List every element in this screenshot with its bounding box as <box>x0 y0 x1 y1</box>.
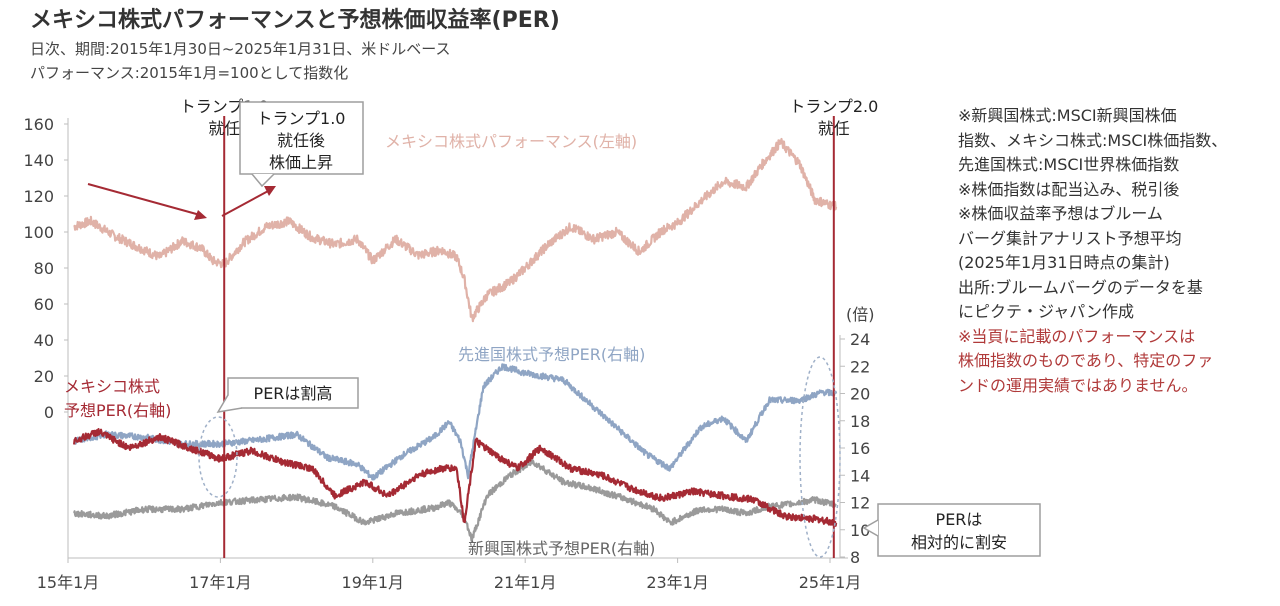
left-y-tick-label: 140 <box>23 151 54 170</box>
chart-subtitle-index: パフォーマンス:2015年1月=100として指数化 <box>30 64 349 82</box>
right-y-tick-label: 12 <box>850 494 870 513</box>
x-tick-label: 19年1月 <box>342 573 405 592</box>
disclaimer-line: ※当頁に記載のパフォーマンスは <box>958 326 1196 346</box>
developed-per-line <box>73 363 838 481</box>
note-line: バーグ集計アナリスト予想平均 <box>958 228 1182 248</box>
callout-cheap-pointer <box>862 519 879 537</box>
callout-expensive-text: PERは割高 <box>254 384 333 403</box>
chart-title: メキシコ株式パフォーマンスと予想株価収益率(PER) <box>30 8 560 33</box>
right-axis-unit: (倍) <box>846 305 875 324</box>
left-y-tick-label: 160 <box>23 115 54 134</box>
callout-rise-text: 株価上昇 <box>269 153 333 172</box>
callout-rise-text: 就任後 <box>277 131 325 150</box>
callout-cheap-box <box>877 503 1041 557</box>
left-y-tick-label: 80 <box>34 259 54 278</box>
x-tick-label: 21年1月 <box>494 573 557 592</box>
note-line: にピクテ・ジャパン作成 <box>958 302 1135 321</box>
right-y-tick-label: 10 <box>850 521 870 540</box>
disclaimer-line: 株価指数のものであり、特定のファ <box>958 351 1214 370</box>
callout-cheap-text: 相対的に割安 <box>911 533 1007 552</box>
arrow-decline-head <box>194 210 207 220</box>
highlight-ellipse-2025 <box>799 356 841 558</box>
note-line: 先進国株式:MSCI世界株価指数 <box>958 155 1180 174</box>
callout-rise-box <box>239 101 364 175</box>
callout-cheap-text: PERは <box>936 510 983 529</box>
label-mexico-per: 予想PER(右軸) <box>64 401 171 420</box>
label-developed-per: 先進国株式予想PER(右軸) <box>458 345 645 364</box>
note-line: ※新興国株式:MSCI新興国株価 <box>958 106 1177 125</box>
trump2-inauguration-label: 就任 <box>818 119 850 138</box>
note-line: 出所:ブルームバーグのデータを基 <box>958 277 1203 297</box>
left-y-tick-label: 120 <box>23 187 54 206</box>
arrow-decline <box>87 183 201 216</box>
label-emerging-per: 新興国株式予想PER(右軸) <box>468 539 655 558</box>
left-y-tick-label: 60 <box>34 295 54 314</box>
x-tick-label: 23年1月 <box>646 573 709 592</box>
left-y-tick-label: 100 <box>23 223 54 242</box>
x-tick-label: 17年1月 <box>189 573 252 592</box>
left-y-tick-label: 40 <box>34 331 54 350</box>
note-line: (2025年1月31日時点の集計) <box>958 253 1170 272</box>
right-y-tick-label: 18 <box>850 412 870 431</box>
trump1-inauguration-label: 就任 <box>208 119 240 138</box>
callout-rise-pointer <box>251 173 275 188</box>
right-y-tick-label: 8 <box>850 548 860 567</box>
x-tick-label: 25年1月 <box>799 573 862 592</box>
callout-expensive-box <box>227 377 359 409</box>
right-y-tick-label: 20 <box>850 385 870 404</box>
right-y-tick-label: 16 <box>850 439 870 458</box>
disclaimer-line: ンドの運用実績ではありません。 <box>958 375 1198 395</box>
chart-subtitle-period: 日次、期間:2015年1月30日~2025年1月31日、米ドルベース <box>30 40 451 58</box>
left-y-tick-label: 20 <box>34 367 54 386</box>
emerging-per-line <box>73 459 837 543</box>
mexico-performance-line <box>73 137 838 323</box>
label-mexico-performance: メキシコ株式パフォーマンス(左軸) <box>385 132 637 151</box>
highlight-ellipse-2017 <box>198 416 238 498</box>
callout-expensive-pointer <box>216 394 243 414</box>
right-y-tick-label: 24 <box>850 330 870 349</box>
note-line: ※株価収益率予想はブルーム <box>958 204 1163 223</box>
label-mexico-per: メキシコ株式 <box>64 377 160 396</box>
right-y-tick-label: 14 <box>850 466 870 485</box>
notes-panel: ※新興国株式:MSCI新興国株価 指数、メキシコ株式:MSCI株価指数、 先進国… <box>958 104 1270 398</box>
note-line: 指数、メキシコ株式:MSCI株価指数、 <box>958 130 1228 150</box>
note-line: ※株価指数は配当込み、税引後 <box>958 179 1180 199</box>
right-y-tick-label: 22 <box>850 357 870 376</box>
x-tick-label: 15年1月 <box>37 573 100 592</box>
callout-rise-text: トランプ1.0 <box>257 109 346 128</box>
arrow-rise <box>221 189 271 217</box>
arrow-rise-head <box>264 186 276 196</box>
trump2-inauguration-label: トランプ2.0 <box>789 97 878 116</box>
mexico-per-line <box>73 428 838 527</box>
left-y-tick-label: 0 <box>44 403 54 422</box>
